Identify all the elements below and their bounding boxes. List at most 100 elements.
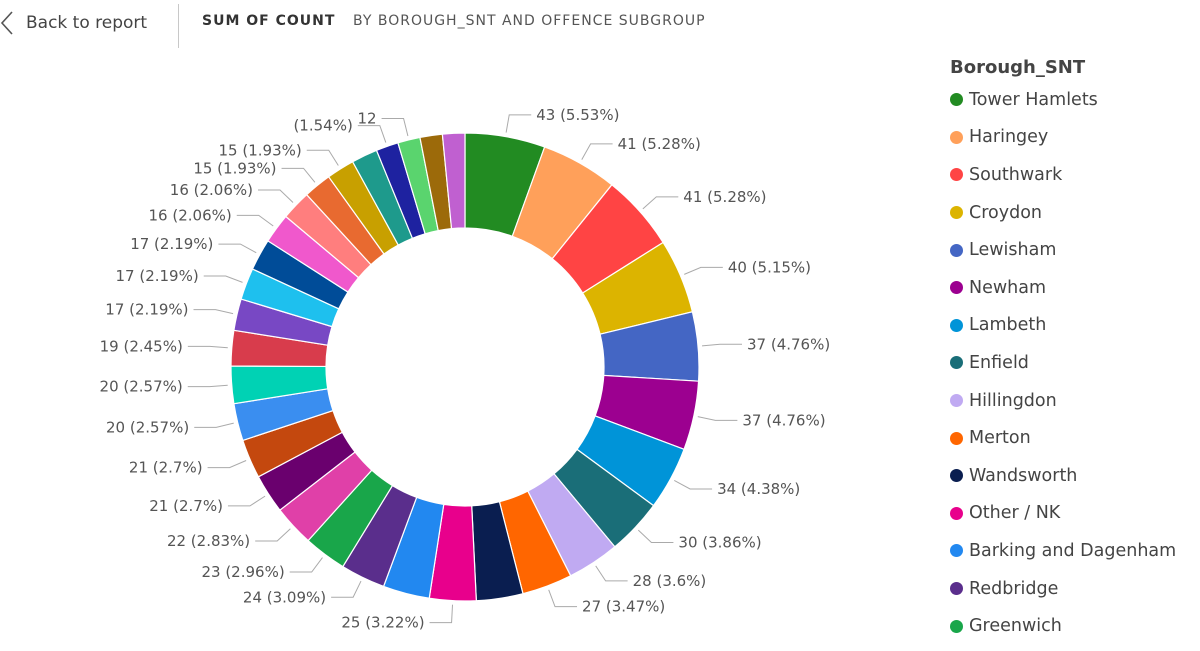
chevron-left-icon <box>0 11 13 35</box>
leader-line <box>187 345 228 349</box>
legend-label: Southwark <box>969 164 1063 185</box>
leader-line <box>637 529 674 543</box>
leader-line <box>203 275 243 283</box>
data-label: 17 (2.19%) <box>105 301 188 319</box>
data-label: 16 (2.06%) <box>170 181 253 199</box>
legend-label: Greenwich <box>969 616 1062 637</box>
legend-swatch <box>950 356 963 370</box>
data-label: 20 (2.57%) <box>106 418 189 436</box>
data-label: 27 (3.47%) <box>582 598 665 616</box>
leader-line <box>236 214 274 227</box>
legend-swatch <box>950 431 963 445</box>
leader-line <box>227 495 266 507</box>
leader-line <box>684 266 723 275</box>
legend-item[interactable]: Greenwich <box>950 607 1200 645</box>
data-label: 22 (2.83%) <box>167 532 250 550</box>
data-label: 15 (1.93%) <box>219 141 302 159</box>
dimension-subtitle: BY BOROUGH_SNT AND OFFENCE SUBGROUP <box>353 13 706 29</box>
legend-label: Enfield <box>969 352 1029 373</box>
leader-line <box>306 149 339 166</box>
legend-item[interactable]: Southwark <box>950 156 1200 194</box>
legend-item[interactable]: Enfield <box>950 344 1200 382</box>
leader-line <box>381 117 409 137</box>
legend-item[interactable]: Merton <box>950 419 1200 457</box>
legend-swatch <box>950 281 963 295</box>
measure-title: SUM OF COUNT <box>202 13 336 29</box>
data-label: 25 (3.22%) <box>341 614 424 632</box>
back-label: Back to report <box>26 13 148 33</box>
data-label: 17 (2.19%) <box>116 267 199 285</box>
legend-label: Hillingdon <box>969 390 1057 411</box>
data-label: 21 (2.7%) <box>149 497 223 515</box>
data-label: 23 (2.96%) <box>201 563 284 581</box>
legend-swatch <box>950 168 963 182</box>
legend-label: Wandsworth <box>969 465 1078 486</box>
legend-label: Merton <box>969 428 1031 449</box>
legend-swatch <box>950 582 963 596</box>
donut-slice[interactable] <box>441 132 466 230</box>
legend-label: Haringey <box>969 127 1049 148</box>
data-label: 15 (1.93%) <box>193 159 276 177</box>
legend-label: Lambeth <box>969 315 1047 336</box>
legend-item[interactable]: Newham <box>950 269 1200 307</box>
legend-label: Barking and Dagenham <box>969 540 1177 561</box>
leader-line <box>702 343 742 347</box>
legend-swatch <box>950 544 963 558</box>
legend-swatch <box>950 318 963 332</box>
leader-line <box>194 422 234 428</box>
donut-chart: 43 (5.53%) 41 (5.28%) 41 (5.28%) 40 (5.15%)… <box>100 106 831 632</box>
leader-line <box>331 580 362 598</box>
legend-item[interactable]: Tower Hamlets <box>950 81 1200 119</box>
leader-line <box>193 309 234 315</box>
legend-swatch <box>950 619 963 633</box>
data-label: 37 (4.76%) <box>742 411 825 429</box>
legend-item[interactable]: Other / NK <box>950 495 1200 533</box>
leader-line <box>505 114 532 133</box>
data-label: 20 (2.57%) <box>100 378 183 396</box>
legend-label: Newham <box>969 277 1047 298</box>
legend-swatch <box>950 506 963 520</box>
leader-line <box>674 479 713 490</box>
data-label: 19 (2.45%) <box>100 337 183 355</box>
data-label: 34 (4.38%) <box>717 480 800 498</box>
legend-swatch <box>950 206 963 220</box>
data-label: 37 (4.76%) <box>747 335 830 353</box>
leader-line <box>187 384 228 388</box>
legend-title: Borough_SNT <box>950 57 1086 78</box>
legend-item[interactable]: Barking and Dagenham <box>950 532 1200 570</box>
data-label: 41 (5.28%) <box>683 188 766 206</box>
legend-items: Tower Hamlets Haringey Southwark Croydon Lew… <box>950 81 1200 645</box>
legend-item[interactable]: Croydon <box>950 194 1200 232</box>
legend-item[interactable]: Lewisham <box>950 231 1200 269</box>
data-label: 43 (5.53%) <box>536 106 619 124</box>
legend-item[interactable]: Hillingdon <box>950 382 1200 420</box>
leader-line <box>207 460 247 469</box>
data-label: 17 (2.19%) <box>130 235 213 253</box>
legend-swatch <box>950 93 963 107</box>
data-label: 28 (3.6%) <box>633 572 707 590</box>
leader-line <box>281 167 316 183</box>
legend-label: Tower Hamlets <box>969 89 1098 110</box>
leader-line <box>357 125 387 143</box>
leader-line <box>642 196 679 210</box>
legend-label: Lewisham <box>969 240 1057 261</box>
leader-line <box>429 604 454 624</box>
leader-line <box>595 565 628 582</box>
data-label: (1.54%) <box>293 117 352 135</box>
legend-label: Redbridge <box>969 578 1059 599</box>
legend-label: Other / NK <box>969 503 1061 524</box>
legend-item[interactable]: Redbridge <box>950 570 1200 608</box>
back-to-report-button[interactable]: Back to report <box>0 8 147 38</box>
leader-line <box>548 589 578 608</box>
data-label: 21 (2.7%) <box>129 459 203 477</box>
legend-swatch <box>950 469 963 483</box>
legend-swatch <box>950 394 963 408</box>
legend-label: Croydon <box>969 202 1042 223</box>
leader-line <box>289 557 323 573</box>
legend-item[interactable]: Haringey <box>950 119 1200 157</box>
leader-line <box>697 416 738 421</box>
data-label: 12 <box>357 109 376 127</box>
legend-item[interactable]: Wandsworth <box>950 457 1200 495</box>
legend-item[interactable]: Lambeth <box>950 307 1200 345</box>
data-label: 30 (3.86%) <box>678 533 761 551</box>
